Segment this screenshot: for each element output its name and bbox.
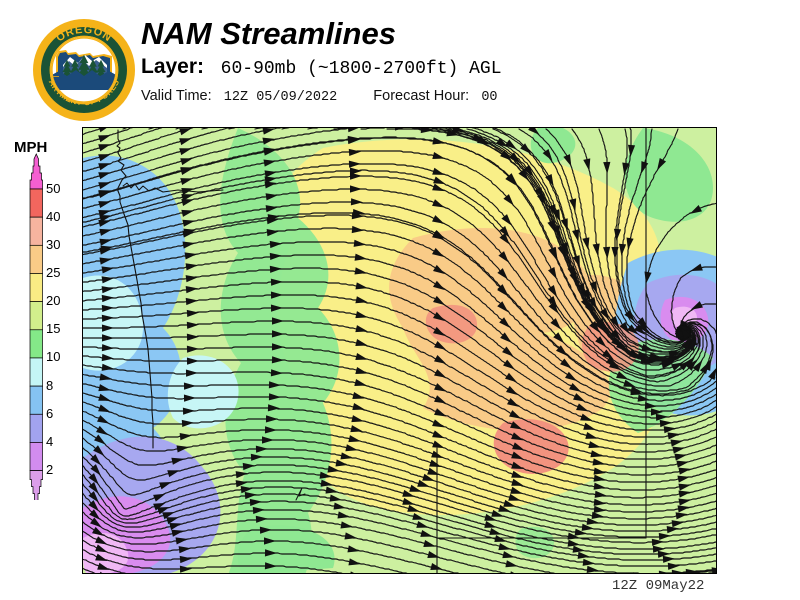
svg-text:6: 6 xyxy=(46,406,53,421)
svg-text:30: 30 xyxy=(46,237,60,252)
svg-text:15: 15 xyxy=(46,321,60,336)
svg-text:50: 50 xyxy=(46,181,60,196)
svg-text:20: 20 xyxy=(46,293,60,308)
svg-text:25: 25 xyxy=(46,265,60,280)
svg-text:10: 10 xyxy=(46,349,60,364)
svg-text:8: 8 xyxy=(46,378,53,393)
svg-text:40: 40 xyxy=(46,209,60,224)
svg-text:2: 2 xyxy=(46,462,53,477)
svg-text:4: 4 xyxy=(46,434,53,449)
